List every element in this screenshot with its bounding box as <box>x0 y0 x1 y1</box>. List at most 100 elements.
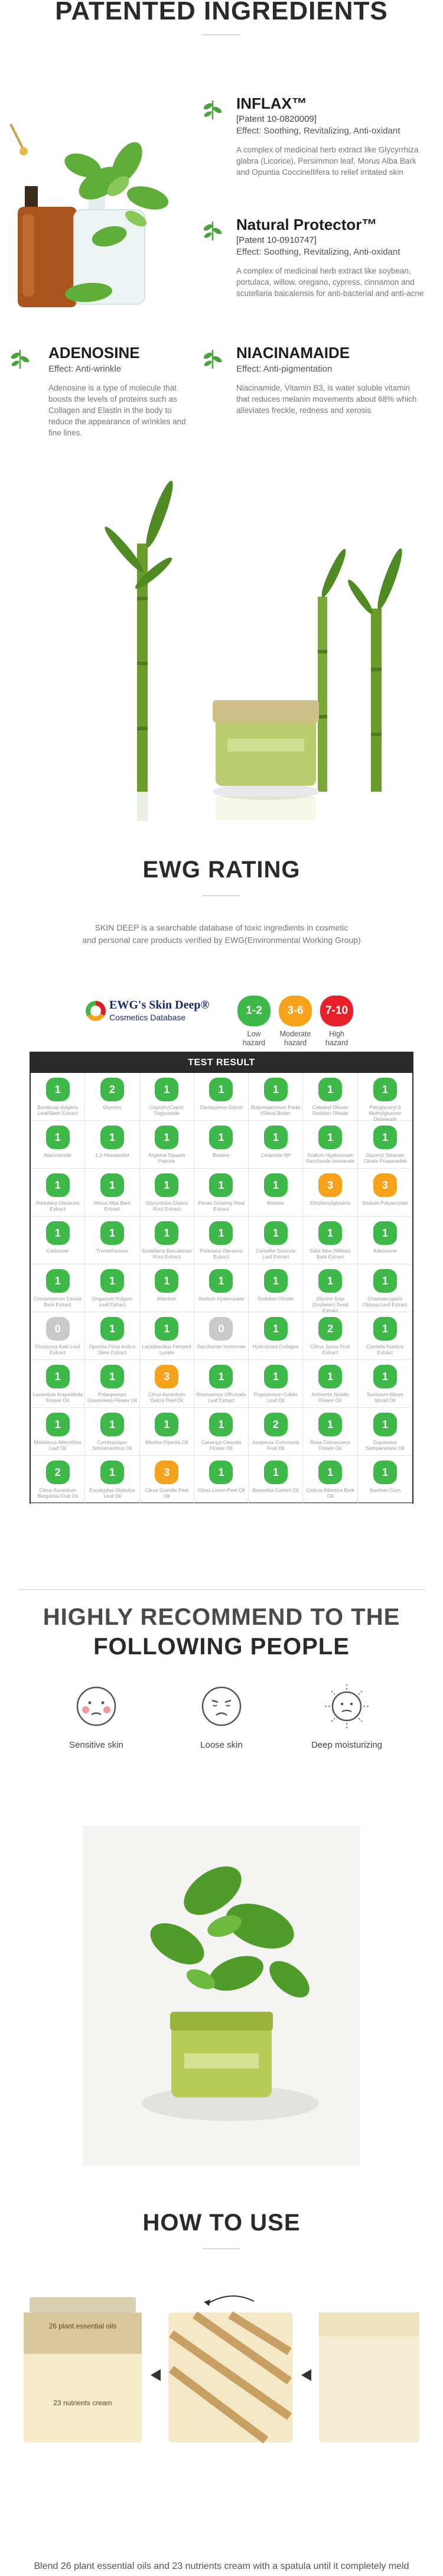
ewg-ingredient-name: Allantoin <box>157 1296 177 1302</box>
ewg-score-badge: 1 <box>45 1126 70 1149</box>
ewg-score-badge: 1 <box>209 1269 233 1293</box>
ewg-ingredient-name: Pelargonium Graveolens Flower Oil <box>87 1391 137 1403</box>
ewg-ingredient-cell: 1 Opuntia Ficus-Indica Stem Extract <box>85 1312 140 1360</box>
ewg-ingredient-name: Cupressus Sempervirens Oil <box>366 1439 405 1451</box>
ewg-score-badge: 1 <box>318 1269 343 1293</box>
ewg-title: EWG RATING <box>142 857 301 883</box>
leaf-icon <box>203 222 222 241</box>
ewg-ingredient-name: Lavandula Angustifolia Flower Oil <box>32 1391 83 1403</box>
ewg-score-badge: 1 <box>373 1461 397 1484</box>
ewg-score-badge: 1 <box>373 1413 397 1436</box>
ewg-ingredient-name: Cedrus Atlantica Bark Oil <box>306 1487 354 1499</box>
hazard-label: Low <box>247 1030 261 1038</box>
ewg-ingredient-name: Carbomer <box>46 1248 69 1254</box>
ewg-score-badge: 1 <box>263 1173 288 1197</box>
ewg-score-badge: 1 <box>100 1413 124 1436</box>
ewg-score-badge: 1 <box>318 1413 343 1436</box>
ewg-ingredient-cell: 1 Cinnamomum Cassia Bark Extract <box>31 1264 86 1312</box>
ewg-ingredient-name: Anthemis Nobilis Flower Oil <box>311 1391 349 1403</box>
ewg-score-badge: 1 <box>155 1269 179 1293</box>
title-divider <box>203 34 240 35</box>
ewg-ingredient-cell: 1 Portulaca Oleracea Extract <box>194 1217 249 1264</box>
ingredient-niacinamide: NIACINAMAIDE Effect: Anti-pigmentation N… <box>201 344 425 416</box>
ewg-ingredient-cell: 1 Citrus Limon Peel Oil <box>194 1456 249 1504</box>
ewg-ingredient-cell: 1 Cedrus Atlantica Bark Oil <box>303 1456 358 1504</box>
ewg-ingredient-cell: 1 Chamaecyparis Obtusa Leaf Extract <box>357 1264 412 1312</box>
ewg-ingredient-name: Santalum Album Wood Oil <box>366 1391 403 1403</box>
ewg-ingredient-cell: 1 Hydrolyzed Collagen <box>249 1312 304 1360</box>
ewg-score-badge: 1 <box>373 1269 397 1293</box>
ewg-ingredient-cell: 1 Dipropylene Glycol <box>194 1073 249 1121</box>
jar-top-label: 26 plant essential oils <box>48 2322 117 2330</box>
ewg-ingredient-cell: 1 Sorbitan Olivate <box>249 1264 304 1312</box>
how-to-use-illustration: 26 plant essential oils 23 nutrients cre… <box>24 2286 419 2446</box>
recommend-label: Deep moisturizing <box>311 1740 383 1750</box>
ewg-ingredient-name: Betaine <box>213 1152 230 1158</box>
ewg-score-badge: 1 <box>45 1173 70 1197</box>
ewg-ingredient-cell: 1 Cupressus Sempervirens Oil <box>357 1408 412 1456</box>
ewg-ingredient-cell: 1 Rosa Damascena Flower Oil <box>303 1408 358 1456</box>
ewg-ingredient-name: Opuntia Ficus-Indica Stem Extract <box>89 1344 135 1355</box>
ewg-ingredient-cell: 1 Cetearyl Olivate Sorbitan Olivate <box>303 1073 358 1121</box>
ewg-ingredient-cell: 1 Cymbopogon Schoenanthus Oil <box>85 1408 140 1456</box>
ewg-score-badge: 1 <box>45 1078 70 1101</box>
hazard-label: Moderate <box>279 1030 311 1038</box>
ewg-score-badge: 1 <box>209 1173 233 1197</box>
ewg-ingredient-name: Sodium Hyaluronate <box>198 1296 244 1302</box>
ingredient-name: NIACINAMAIDE <box>236 344 350 362</box>
ingredient-effect: Effect: Anti-pigmentation <box>236 364 333 374</box>
ewg-ingredient-name: Citrus Aurantium Bergamia Fruit Oil <box>37 1487 78 1499</box>
ewg-score-badge: 1 <box>373 1078 397 1101</box>
ewg-score-badge: 1 <box>318 1078 343 1101</box>
hazard-pill: 7-10 <box>320 996 353 1026</box>
hazard-label: High <box>329 1030 344 1038</box>
mint-jar-product-photo <box>83 1826 360 2165</box>
ewg-ingredient-cell: 1 Niacinamide <box>31 1121 86 1169</box>
ewg-ingredient-name: Butyrospermum Parkii (Shea) Butter <box>250 1104 301 1116</box>
ewg-score-badge: 3 <box>318 1173 343 1197</box>
how-to-use-title: HOW TO USE <box>142 2210 301 2236</box>
ewg-score-badge: 1 <box>100 1221 124 1245</box>
ewg-ingredient-cell: 1 Lactobacillus Ferment Lysate <box>139 1312 194 1360</box>
ewg-ingredient-name: Eucalyptus Globulus Leaf Oil <box>89 1487 135 1499</box>
recommend-loose-skin: Loose skin <box>174 1684 269 1750</box>
ewg-ingredient-cell: 1 Polyglyceryl-3 Methylglucose Distearate <box>357 1073 412 1122</box>
ingredient-adenosine: ADENOSINE Effect: Anti-wrinkle Adenosine… <box>8 344 197 438</box>
ewg-ingredient-cell: 1 Rosmarinus Officinalis Leaf Extract <box>194 1360 249 1408</box>
ewg-score-badge: 1 <box>209 1365 233 1388</box>
recommend-deep-moisturizing: Deep moisturizing <box>299 1684 394 1750</box>
ingredient-inflax: INFLAX™ [Patent 10-0820009] Effect: Soot… <box>201 95 425 178</box>
ewg-ingredient-name: Adenosine <box>373 1248 397 1254</box>
ewg-score-badge: 1 <box>100 1365 124 1388</box>
ingredient-natural-protector: Natural Protector™ [Patent 10-0910747] E… <box>201 216 425 299</box>
ingredient-description: Adenosine is a type of molecule that boo… <box>48 383 186 437</box>
ewg-ingredient-name: Glycine Soja (Soybean) Seed Extract <box>312 1296 348 1313</box>
ewg-ingredient-name: Portulaca Oleracea Extract <box>36 1200 80 1212</box>
ewg-score-badge: 1 <box>318 1221 343 1245</box>
ewg-ingredient-cell: 1 Xanthan Gum <box>357 1456 412 1504</box>
ewg-score-badge: 1 <box>209 1078 233 1101</box>
how-to-use-steps-svg <box>24 2295 419 2444</box>
section-title: PATENTED INGREDIENTS <box>55 0 388 25</box>
ewg-score-badge: 2 <box>45 1461 70 1484</box>
ewg-score-badge: 1 <box>45 1269 70 1293</box>
ewg-ingredient-name: Centella Asiatica Extract <box>366 1344 404 1355</box>
ewg-score-badge: 1 <box>45 1365 70 1388</box>
ewg-ingredient-name: Cymbopogon Schoenanthus Oil <box>92 1439 132 1451</box>
ewg-ingredient-cell: 1 Betaine <box>194 1121 249 1169</box>
ewg-score-badge: 1 <box>45 1413 70 1436</box>
ewg-description: SKIN DEEP is a searchable database of to… <box>0 922 443 947</box>
leaf-icon <box>203 350 222 369</box>
ewg-ingredient-name: Arginine Squash Peptide <box>148 1152 185 1164</box>
ewg-ingredient-name: Saccharide Isomerate <box>197 1344 246 1349</box>
ewg-ingredient-cell: 1 Betaine <box>249 1169 304 1217</box>
ingredient-effect: Effect: Soothing, Revitalizing, Anti-oxi… <box>236 247 400 257</box>
ewg-ingredient-cell: 2 Glycerin <box>85 1073 140 1121</box>
ewg-ingredient-cell: 1 Morus Alba Bark Extract <box>85 1169 140 1217</box>
ewg-ingredient-name: Citrus Grandis Peel Oil <box>145 1487 189 1499</box>
title-divider <box>203 2248 240 2249</box>
ewg-ingredient-cell: 1 Tromethamine <box>85 1217 140 1264</box>
ewg-ingredient-name: Diospyros Kaki Leaf Extract <box>35 1344 80 1355</box>
recommend-label: Loose skin <box>200 1740 243 1750</box>
